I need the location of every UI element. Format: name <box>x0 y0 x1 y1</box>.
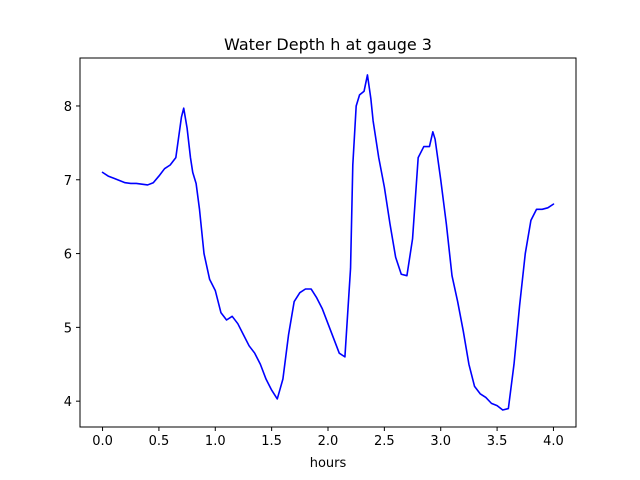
x-tick-label: 3.0 <box>430 434 451 449</box>
x-tick-label: 1.5 <box>261 434 282 449</box>
x-tick-label: 0.0 <box>92 434 113 449</box>
x-tick-label: 4.0 <box>543 434 564 449</box>
y-tick-label: 6 <box>64 248 72 263</box>
x-tick-label: 1.0 <box>205 434 226 449</box>
x-tick-label: 0.5 <box>149 434 170 449</box>
plot-frame <box>79 57 577 428</box>
plot-area: 0.0 0.5 1.0 1.5 2.0 2.5 3.0 3.5 4.0 4 5 6 7 8 <box>64 57 577 449</box>
x-axis-label: hours <box>310 456 347 471</box>
y-tick-label: 4 <box>64 395 72 410</box>
x-tick-label: 2.5 <box>374 434 395 449</box>
y-tick-label: 7 <box>64 174 72 189</box>
x-tick-label: 3.5 <box>487 434 508 449</box>
x-tick-label: 2.0 <box>318 434 339 449</box>
y-tick-label: 5 <box>64 321 72 336</box>
chart-title: Water Depth h at gauge 3 <box>224 35 432 54</box>
y-tick-label: 8 <box>64 100 72 115</box>
series-line <box>101 74 555 411</box>
